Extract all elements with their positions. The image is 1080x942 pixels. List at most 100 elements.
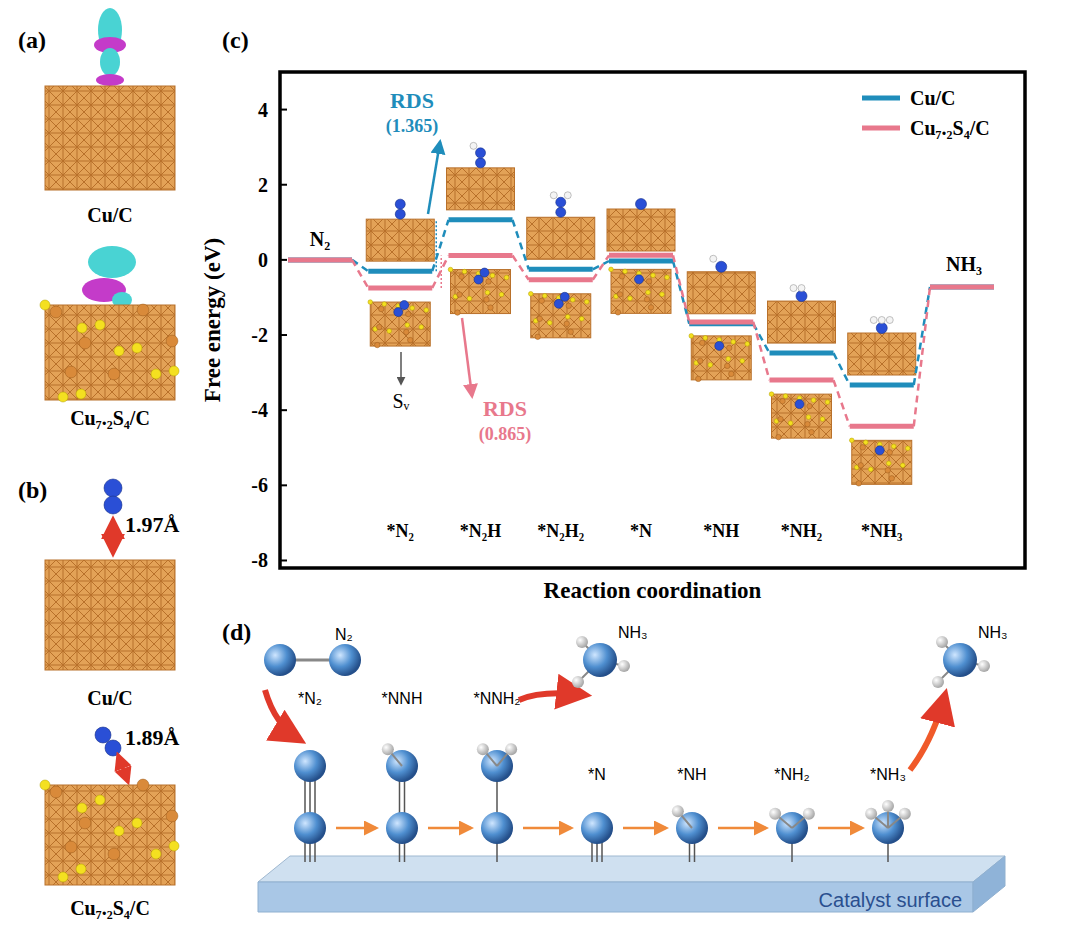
step: *NH₂ [769, 766, 862, 862]
energy-level [609, 259, 673, 264]
n-atom [795, 400, 804, 409]
n-atom [294, 812, 326, 844]
cu-atom [564, 321, 569, 326]
n-atom [876, 323, 887, 334]
legend-label: Cu₇.₂S₄/C [910, 117, 990, 139]
cu-atom [619, 274, 624, 279]
step-arrow [818, 827, 862, 830]
step: *NH₃NH₃ [865, 624, 1007, 862]
inset-cus [849, 438, 911, 486]
connector [753, 322, 769, 380]
cu-atom [166, 335, 178, 347]
cu-atom [727, 345, 732, 350]
h-atom [618, 660, 630, 672]
h-atom [865, 808, 877, 820]
cu-atom [457, 292, 462, 297]
cu-atom [65, 366, 77, 378]
energy-level [368, 286, 432, 291]
n-atom [329, 644, 361, 676]
cu-atom [725, 363, 730, 368]
n-atom [480, 268, 489, 277]
s-atom [151, 849, 161, 859]
cu-atom [65, 841, 77, 853]
cu-atom [807, 403, 812, 408]
cu-atom [137, 304, 149, 316]
energy-level [529, 277, 593, 282]
legend-swatch [862, 96, 900, 101]
h-atom [790, 285, 797, 292]
s-atom [579, 316, 584, 321]
s-atom [570, 297, 575, 302]
release-arrow [519, 693, 585, 700]
slab-body [687, 272, 755, 314]
inset-cu [607, 199, 675, 252]
n-atom [556, 207, 566, 217]
s-atom [905, 446, 910, 451]
n-atom [386, 750, 418, 782]
y-tick [280, 109, 287, 111]
surface-top [258, 856, 1005, 882]
slab [528, 291, 590, 339]
slab [689, 334, 751, 382]
step-arrow [718, 827, 766, 830]
s-atom [565, 314, 570, 319]
panel-a: (a)Cu/CCu₇.₂S₄/C [18, 8, 179, 429]
s-atom [708, 363, 713, 368]
cu-atom [566, 303, 571, 308]
distance-arrow [111, 520, 115, 553]
rds-arrow [462, 318, 472, 396]
s-atom [424, 308, 429, 313]
s-atom [132, 818, 142, 828]
charge-density [88, 246, 136, 278]
s-atom [77, 803, 87, 813]
inset-cu [447, 142, 515, 210]
cu-atom [856, 481, 861, 486]
category-label: N₂ [310, 228, 330, 250]
cu-atom [700, 340, 705, 345]
annotation: RDS(1.365) [386, 88, 440, 271]
s-atom [169, 841, 179, 851]
connector [914, 287, 930, 426]
s-atom [783, 394, 788, 399]
s-atom [169, 366, 179, 376]
h-atom [936, 636, 948, 648]
step-label: *NH₃ [870, 766, 906, 783]
legend-label: Cu/C [910, 87, 956, 109]
s-atom [703, 336, 708, 341]
y-tick-label: -6 [251, 474, 268, 496]
h-atom [882, 800, 894, 812]
plot-frame [280, 72, 1025, 568]
panel-b: (b)1.97ÅCu/C1.89ÅCu₇.₂S₄/C [18, 477, 180, 919]
cu-atom [455, 310, 460, 315]
charge-density [96, 74, 124, 86]
s-atom [660, 292, 665, 297]
inset-cu [366, 199, 434, 261]
s-atom [499, 292, 504, 297]
figure: (a)Cu/CCu₇.₂S₄/C (b)1.97ÅCu/C1.89ÅCu₇.₂S₄… [0, 0, 1080, 942]
slab-body [45, 560, 175, 670]
surface-label: Catalyst surface [819, 889, 962, 911]
energy-level [449, 217, 513, 222]
s-atom [462, 269, 467, 274]
n-atom [715, 341, 724, 350]
cu-atom [406, 311, 411, 316]
s-atom [849, 438, 854, 443]
rds-label: RDS [390, 88, 434, 113]
y-tick-label: 2 [258, 174, 268, 196]
cu-atom [644, 297, 649, 302]
molecule-label: N₂ [335, 626, 353, 643]
energy-level [770, 378, 834, 383]
n-atom [400, 301, 409, 310]
slab-body [451, 270, 511, 314]
adsorb-arrow [265, 690, 300, 740]
s-atom [769, 392, 774, 397]
h-atom [505, 743, 517, 755]
surface-side [973, 856, 1005, 912]
inset-cus [448, 267, 510, 315]
slab [768, 301, 836, 343]
h-atom [576, 636, 588, 648]
step-label: *NNH₂ [473, 690, 520, 707]
h-atom [470, 142, 477, 149]
s-atom [76, 389, 86, 399]
s-atom [886, 461, 891, 466]
